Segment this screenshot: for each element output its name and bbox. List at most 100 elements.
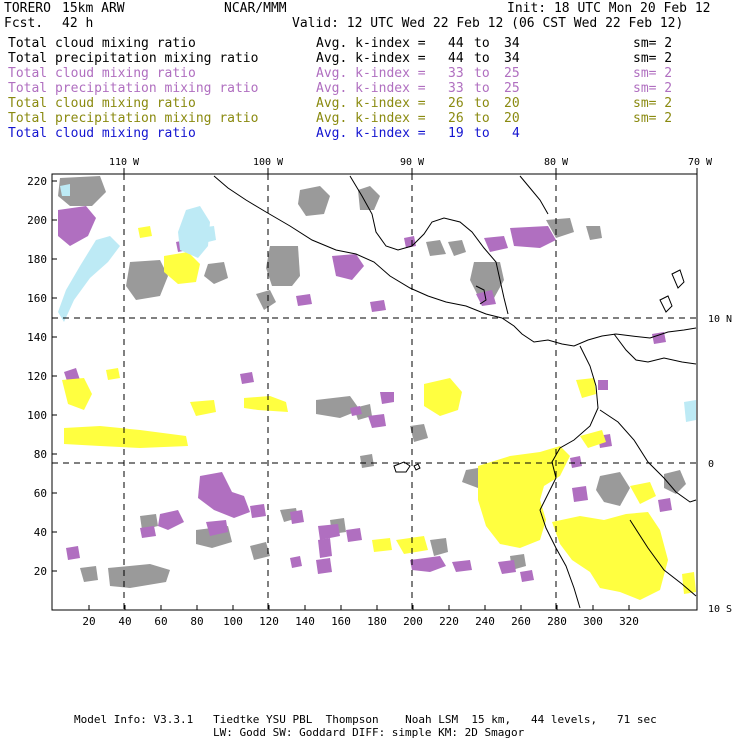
model-info-line1: Model Info: V3.3.1 Tiedtke YSU PBL Thomp… — [74, 713, 657, 726]
lon-label: 90 W — [400, 157, 425, 168]
left-tick-label: 160 — [27, 292, 47, 305]
bottom-tick-label: 180 — [367, 615, 387, 628]
legend-from: 44 — [448, 51, 464, 66]
legend-from: 33 — [448, 81, 464, 96]
legend-from: 19 — [448, 126, 464, 141]
legend-row: Total precipitation mixing ratio Avg. k-… — [0, 81, 740, 96]
init-time: Init: 18 UTC Mon 20 Feb 12 — [507, 1, 711, 16]
legend-stat: Avg. k-index = — [316, 36, 426, 51]
legend-to-word: to — [474, 81, 490, 96]
legend-to-word: to — [474, 66, 490, 81]
bottom-tick-label: 120 — [259, 615, 279, 628]
left-tick-label: 40 — [34, 526, 47, 539]
left-tick-label: 80 — [34, 448, 47, 461]
bottom-tick-label: 240 — [475, 615, 495, 628]
model-name: TORERO — [4, 1, 51, 16]
legend-from: 26 — [448, 111, 464, 126]
left-tick-label: 120 — [27, 370, 47, 383]
bottom-tick-label: 300 — [583, 615, 603, 628]
legend-to: 25 — [504, 66, 520, 81]
left-tick-label: 200 — [27, 214, 47, 227]
bottom-tick-label: 80 — [190, 615, 203, 628]
bottom-tick-label: 260 — [511, 615, 531, 628]
bottom-tick-label: 60 — [154, 615, 167, 628]
legend-smoothing: sm= 2 — [633, 111, 673, 126]
legend-row: Total cloud mixing ratio Avg. k-index = … — [0, 66, 740, 81]
bottom-grid-axis: 20 40 60 80 100 120 140 160 180 200 220 240 260 280 30… — [82, 605, 639, 628]
bottom-tick-label: 220 — [439, 615, 459, 628]
lightblue-cloud-areas — [58, 184, 696, 422]
top-ticks — [123, 168, 698, 174]
bottom-tick-label: 40 — [118, 615, 131, 628]
lon-label: 80 W — [544, 157, 569, 168]
left-tick-label: 180 — [27, 253, 47, 266]
right-lat-labels: 10 N 0 10 S — [708, 314, 732, 615]
legend-stat: Avg. k-index = — [316, 126, 426, 141]
left-tick-label: 100 — [27, 409, 47, 422]
coastlines — [213, 175, 697, 609]
legend-to-word: to — [474, 36, 490, 51]
left-grid-axis: 220 200 180 160 140 120 100 80 60 40 20 — [27, 175, 57, 578]
legend-smoothing: sm= 2 — [633, 51, 673, 66]
bottom-tick-label: 100 — [223, 615, 243, 628]
legend-to-word: to — [474, 126, 490, 141]
lat-label: 10 N — [708, 314, 732, 325]
legend-to-word: to — [474, 111, 490, 126]
field-layer — [58, 176, 696, 600]
legend-to: 25 — [504, 81, 520, 96]
legend-from: 26 — [448, 96, 464, 111]
legend-row: Total cloud mixing ratio Avg. k-index = … — [0, 96, 740, 111]
legend-to: 4 — [512, 126, 520, 141]
legend-stat: Avg. k-index = — [316, 111, 426, 126]
legend-stat: Avg. k-index = — [316, 66, 426, 81]
legend-row: Total cloud mixing ratio Avg. k-index = … — [0, 126, 740, 141]
purple-cloud-areas — [58, 206, 672, 582]
legend-to-word: to — [474, 96, 490, 111]
legend-row: Total precipitation mixing ratio Avg. k-… — [0, 111, 740, 126]
legend-stat: Avg. k-index = — [316, 81, 426, 96]
lon-label: 100 W — [253, 157, 284, 168]
legend-to: 34 — [504, 36, 520, 51]
lon-label: 110 W — [109, 157, 140, 168]
legend-row: Total precipitation mixing ratio Avg. k-… — [0, 51, 740, 66]
model-resolution: 15km ARW — [62, 1, 125, 16]
map-frame — [51, 173, 698, 611]
legend-from: 44 — [448, 36, 464, 51]
legend-to: 34 — [504, 51, 520, 66]
legend-stat: Avg. k-index = — [316, 96, 426, 111]
graticule — [52, 174, 697, 610]
bottom-tick-label: 200 — [403, 615, 423, 628]
legend-smoothing: sm= 2 — [633, 36, 673, 51]
legend-to-word: to — [474, 51, 490, 66]
legend-field: Total precipitation mixing ratio — [8, 51, 259, 66]
legend-to: 20 — [504, 96, 520, 111]
bottom-tick-label: 320 — [619, 615, 639, 628]
top-lon-labels: 110 W 100 W 90 W 80 W 70 W — [109, 157, 713, 168]
legend-smoothing: sm= 2 — [633, 96, 673, 111]
legend-to: 20 — [504, 111, 520, 126]
legend-smoothing: sm= 2 — [633, 81, 673, 96]
forecast-label: Fcst. — [4, 16, 44, 31]
legend-field: Total cloud mixing ratio — [8, 126, 196, 141]
legend-smoothing: sm= 2 — [633, 66, 673, 81]
model-org: NCAR/MMM — [224, 1, 287, 16]
left-tick-label: 140 — [27, 331, 47, 344]
legend-stat: Avg. k-index = — [316, 51, 426, 66]
legend-from: 33 — [448, 66, 464, 81]
left-tick-label: 220 — [27, 175, 47, 188]
legend-row: Total cloud mixing ratio Avg. k-index = … — [0, 36, 740, 51]
valid-time: Valid: 12 UTC Wed 22 Feb 12 (06 CST Wed … — [292, 16, 684, 31]
legend-field: Total precipitation mixing ratio — [8, 111, 259, 126]
lat-label: 0 — [708, 459, 714, 470]
left-tick-label: 60 — [34, 487, 47, 500]
bottom-tick-label: 140 — [295, 615, 315, 628]
legend-field: Total cloud mixing ratio — [8, 66, 196, 81]
lon-label: 70 W — [688, 157, 713, 168]
legend-field: Total cloud mixing ratio — [8, 36, 196, 51]
forecast-hour: 42 h — [62, 16, 94, 31]
bottom-tick-label: 160 — [331, 615, 351, 628]
legend-field: Total precipitation mixing ratio — [8, 81, 259, 96]
left-tick-label: 20 — [34, 565, 47, 578]
model-info-line2: LW: Godd SW: Goddard DIFF: simple KM: 2D… — [213, 726, 525, 739]
